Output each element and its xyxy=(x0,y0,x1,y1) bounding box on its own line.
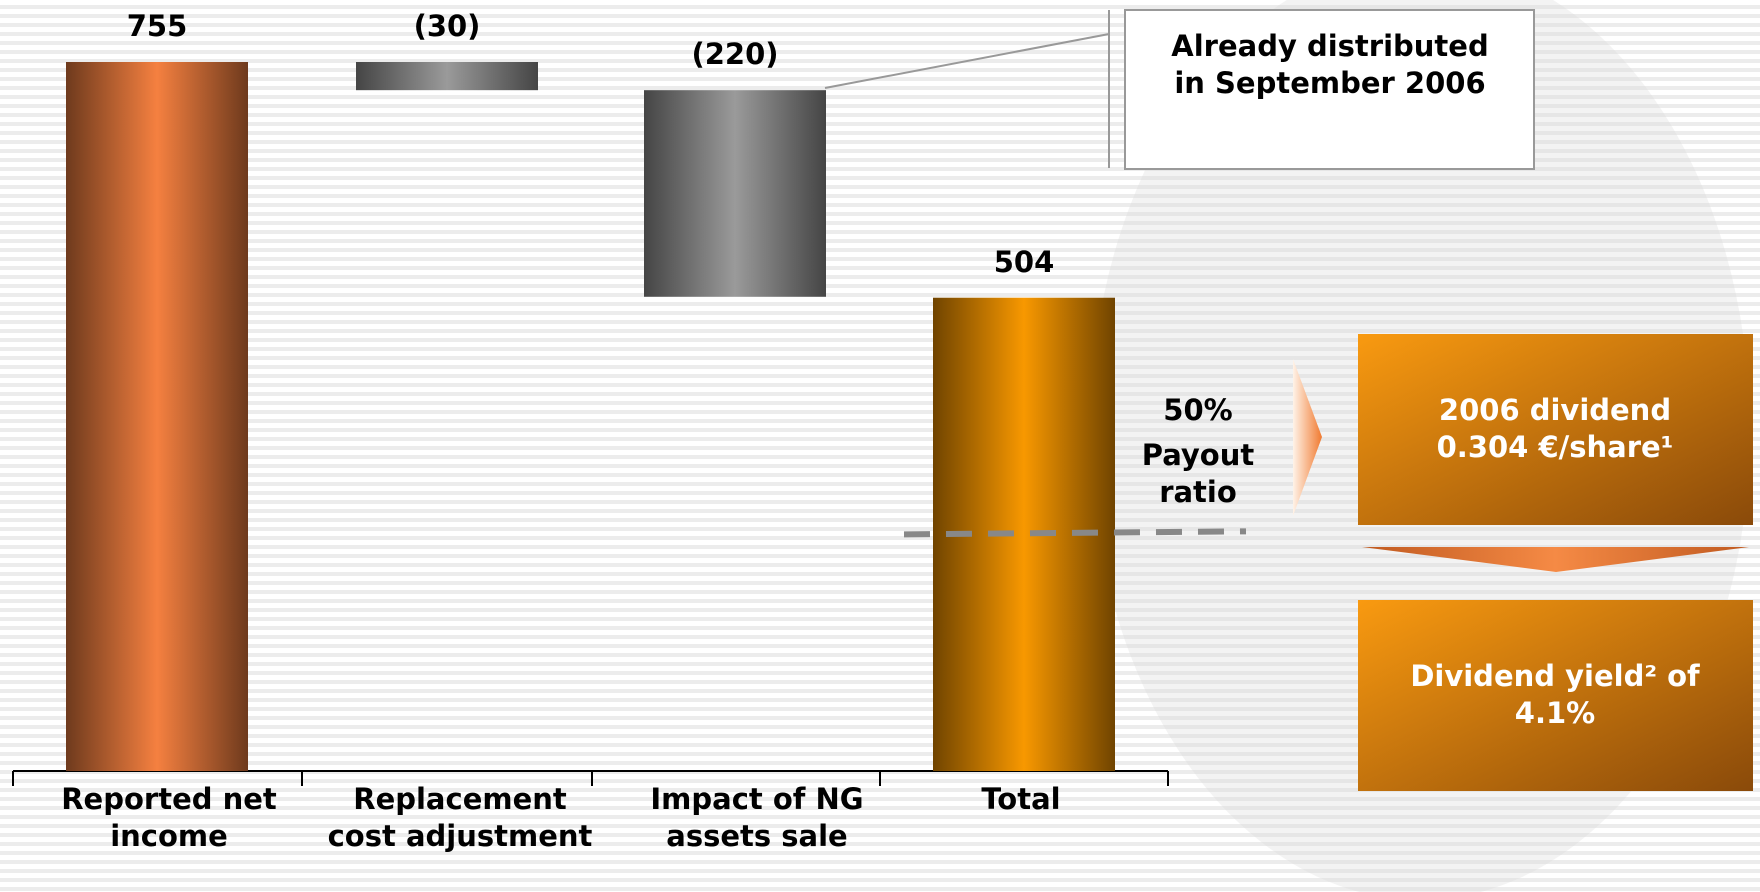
yield-text: Dividend yield² of 4.1% xyxy=(1410,659,1700,730)
value-label: (30) xyxy=(413,9,481,43)
value-label: 504 xyxy=(993,244,1055,279)
callout-connector xyxy=(824,33,1110,89)
arrow-down xyxy=(1362,547,1749,572)
x-tick-label: Total xyxy=(981,782,1061,816)
callout-text: Already distributed in September 2006 xyxy=(1171,29,1489,100)
dividend-text: 2006 dividend 0.304 €/share¹ xyxy=(1436,393,1674,464)
x-tick-label: Impact of NG assets sale xyxy=(650,782,864,853)
bar xyxy=(644,90,826,297)
x-tick-label: Replacement cost adjustment xyxy=(327,782,593,853)
value-label: 755 xyxy=(126,9,188,43)
yield-box xyxy=(1358,600,1753,791)
payout-label: 50% xyxy=(1163,393,1233,427)
bar xyxy=(66,62,248,771)
bar xyxy=(356,62,538,91)
payout-line xyxy=(903,528,1247,538)
payout-text: Payout ratio xyxy=(1141,438,1255,509)
dividend-box xyxy=(1358,334,1753,525)
value-label: (220) xyxy=(691,37,779,72)
arrow-right xyxy=(1293,359,1322,516)
callout-box xyxy=(1124,9,1535,170)
x-tick-label: Reported net income xyxy=(61,782,277,853)
